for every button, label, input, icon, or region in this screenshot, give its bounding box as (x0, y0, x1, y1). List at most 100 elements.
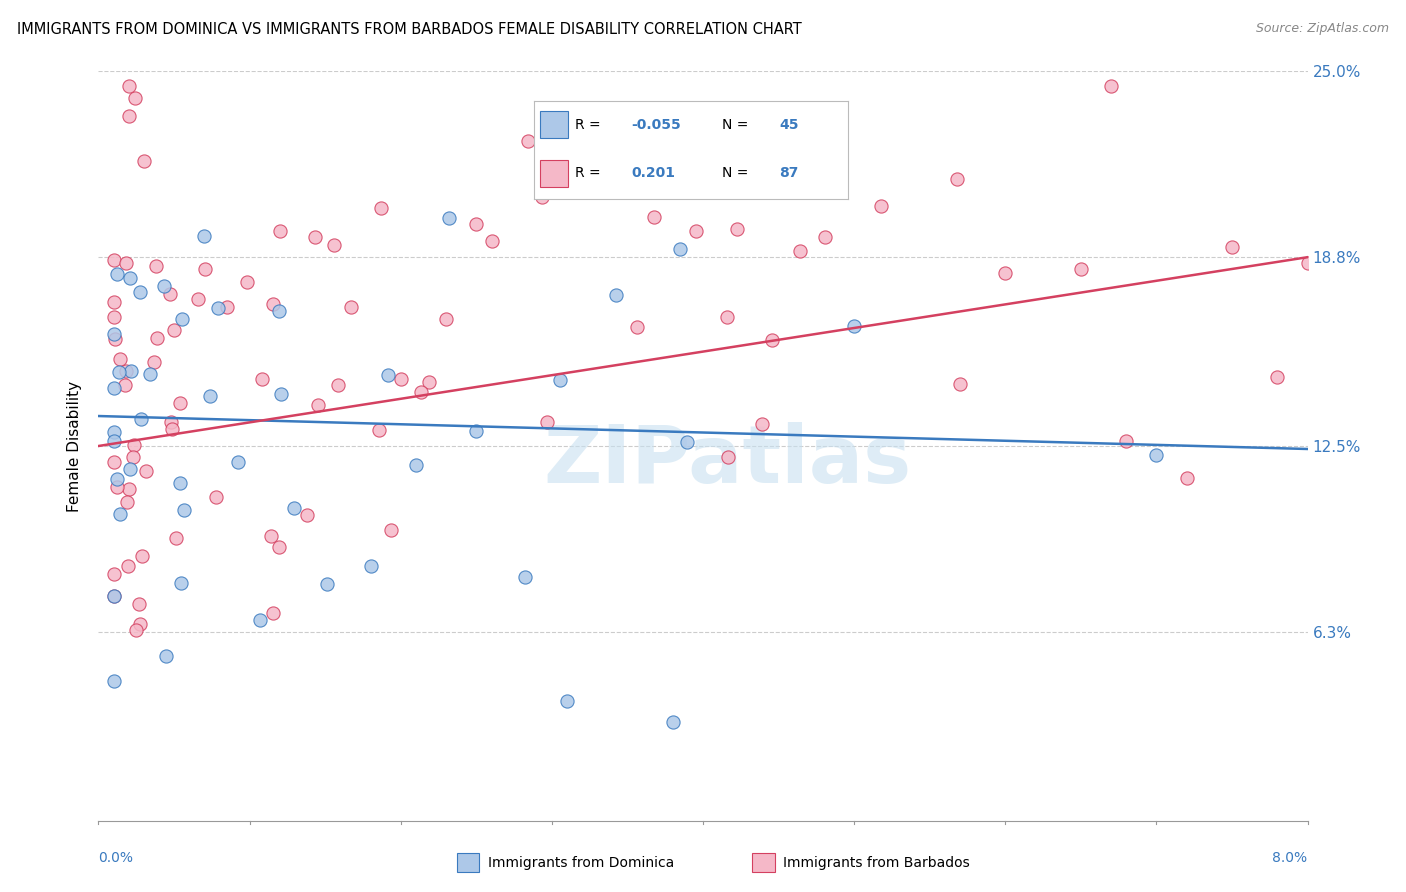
Point (129, 412, 152, 426)
Point (516, 134, 538, 148)
Point (437, 211, 460, 226)
Point (1099, 79, 1122, 94)
Point (994, 266, 1017, 280)
Point (205, 490, 228, 504)
Point (187, 292, 209, 306)
Text: 8.0%: 8.0% (1272, 851, 1308, 864)
Point (315, 576, 337, 591)
Point (163, 323, 186, 337)
Point (669, 242, 692, 256)
Point (307, 398, 329, 412)
Point (676, 434, 699, 449)
Point (145, 259, 167, 273)
Point (267, 540, 290, 554)
Point (114, 256, 136, 270)
Point (465, 424, 488, 438)
Point (117, 559, 139, 574)
Point (323, 238, 346, 252)
Point (117, 495, 139, 509)
Point (661, 714, 683, 729)
Point (380, 523, 402, 537)
Point (120, 363, 142, 377)
Point (270, 387, 292, 401)
Point (605, 287, 627, 301)
Text: Immigrants from Barbados: Immigrants from Barbados (783, 855, 970, 870)
Point (131, 549, 153, 564)
Point (1070, 261, 1092, 276)
Point (789, 244, 811, 259)
Point (215, 301, 238, 315)
Point (110, 352, 132, 367)
Point (194, 261, 217, 276)
Point (370, 201, 392, 215)
Point (1296, 255, 1319, 269)
Point (405, 458, 427, 473)
Point (159, 286, 181, 301)
Point (1327, 197, 1350, 211)
Point (128, 597, 150, 611)
Point (115, 364, 138, 378)
Y-axis label: Female Disability: Female Disability (67, 380, 83, 512)
Point (283, 501, 305, 516)
Point (103, 589, 125, 603)
Point (122, 450, 145, 465)
Point (124, 91, 146, 105)
Point (751, 417, 773, 431)
Point (555, 694, 578, 708)
Point (160, 415, 183, 429)
Point (1267, 370, 1289, 384)
Point (946, 171, 969, 186)
Point (122, 438, 145, 452)
Point (326, 378, 349, 392)
Point (725, 221, 748, 235)
Text: Immigrants from Dominica: Immigrants from Dominica (488, 855, 673, 870)
Point (250, 372, 273, 386)
Text: ZIPatlas: ZIPatlas (543, 422, 911, 500)
Point (170, 311, 193, 326)
Point (368, 423, 391, 437)
Point (103, 589, 125, 603)
Point (173, 502, 195, 516)
Point (226, 454, 249, 468)
Point (153, 279, 176, 293)
Point (626, 320, 648, 334)
Point (105, 472, 128, 486)
Point (103, 455, 125, 469)
Point (103, 425, 125, 439)
Point (118, 270, 141, 285)
Point (249, 613, 271, 627)
Point (267, 304, 290, 318)
Point (389, 372, 412, 386)
Point (260, 529, 283, 543)
Point (530, 190, 553, 204)
Point (162, 422, 184, 436)
Point (434, 312, 457, 326)
Text: IMMIGRANTS FROM DOMINICA VS IMMIGRANTS FROM BARBADOS FEMALE DISABILITY CORRELATI: IMMIGRANTS FROM DOMINICA VS IMMIGRANTS F… (17, 22, 801, 37)
Point (103, 434, 125, 449)
Point (548, 373, 571, 387)
Point (103, 310, 125, 324)
Point (118, 79, 141, 94)
Point (118, 109, 141, 123)
Point (103, 295, 125, 310)
Point (105, 480, 128, 494)
Point (949, 376, 972, 391)
Point (170, 576, 193, 591)
Point (377, 368, 399, 383)
Point (360, 559, 382, 574)
Text: Source: ZipAtlas.com: Source: ZipAtlas.com (1256, 22, 1389, 36)
Point (143, 355, 166, 369)
Point (198, 389, 221, 403)
Point (262, 606, 284, 620)
Point (146, 331, 169, 345)
Point (409, 385, 432, 400)
Point (128, 285, 150, 299)
Point (340, 300, 363, 314)
Point (128, 617, 150, 632)
Point (844, 319, 866, 334)
Point (536, 415, 558, 429)
Point (107, 365, 129, 379)
Point (193, 229, 215, 244)
Point (135, 464, 157, 478)
Point (165, 531, 187, 545)
